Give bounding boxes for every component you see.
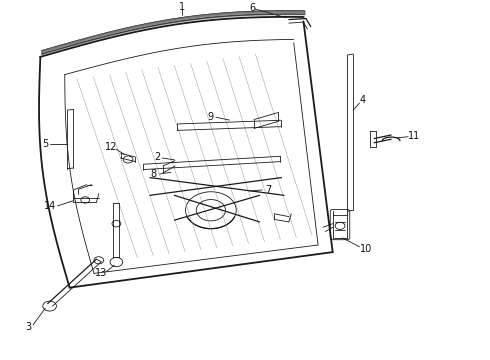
Text: 2: 2 [154,152,160,162]
Text: 4: 4 [360,95,366,105]
Text: 11: 11 [408,131,420,141]
Text: 5: 5 [42,139,49,149]
Text: 13: 13 [95,269,107,278]
Text: 12: 12 [105,142,117,152]
Text: 14: 14 [44,201,56,211]
Text: 1: 1 [178,2,185,12]
Text: 9: 9 [208,112,214,122]
Text: 10: 10 [360,244,372,253]
Text: 8: 8 [150,169,156,179]
Text: 3: 3 [25,322,31,332]
Text: 6: 6 [249,3,255,13]
Text: 7: 7 [265,185,271,195]
